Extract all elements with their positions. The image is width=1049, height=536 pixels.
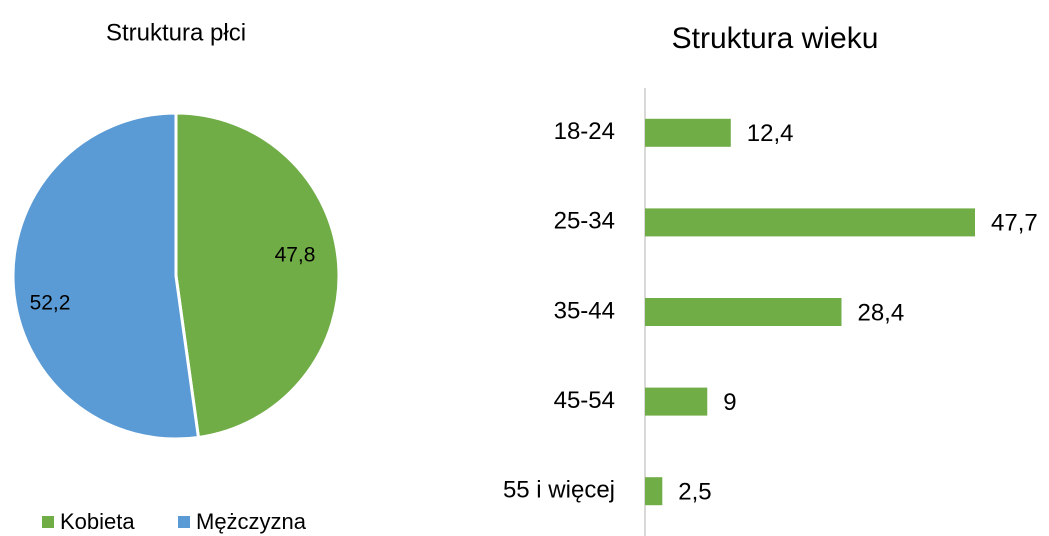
- data-label: 47,7: [991, 210, 1038, 237]
- legend-swatch: [178, 516, 190, 528]
- legend-swatch: [42, 516, 54, 528]
- legend-label: Mężczyzna: [196, 509, 307, 534]
- data-label: 2,5: [678, 479, 711, 506]
- data-label: 28,4: [857, 299, 904, 326]
- bar: [645, 118, 731, 147]
- pie-slice: [174, 111, 341, 440]
- pie-title: Struktura płci: [106, 19, 246, 46]
- category-label: 25-34: [554, 208, 615, 235]
- bar-title: Struktura wieku: [672, 22, 879, 55]
- bar: [645, 298, 842, 326]
- bar: [645, 208, 975, 237]
- category-label: 35-44: [554, 297, 615, 324]
- pie-slice: [11, 111, 201, 441]
- data-label: 47,8: [275, 244, 316, 267]
- data-label: 9: [723, 389, 736, 416]
- category-label: 45-54: [554, 387, 615, 414]
- bar: [645, 477, 663, 506]
- bar: [645, 387, 708, 416]
- data-label: 52,2: [30, 292, 71, 315]
- legend-label: Kobieta: [60, 509, 135, 534]
- category-label: 18-24: [554, 118, 615, 145]
- data-label: 12,4: [747, 120, 794, 147]
- category-label: 55 i więcej: [503, 477, 615, 504]
